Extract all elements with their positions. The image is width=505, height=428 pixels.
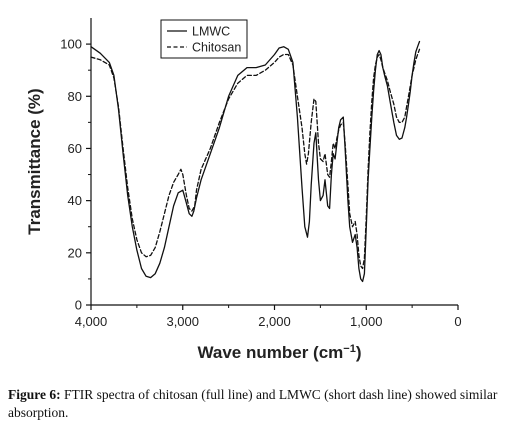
y-tick-label: 60 bbox=[68, 141, 82, 156]
y-tick-label: 40 bbox=[68, 193, 82, 208]
chart-axes: 0 20 40 60 80 100 4,000 3,000 2,000 1,000 0 bbox=[60, 18, 462, 329]
legend-label-chitosan: Chitosan bbox=[192, 41, 241, 55]
x-tick-label: 2,000 bbox=[258, 314, 291, 329]
ftir-chart: 0 20 40 60 80 100 4,000 3,000 2,000 1,000 0 LMWC Ch… bbox=[25, 18, 462, 362]
figure-caption: Figure 6: FTIR spectra of chitosan (full… bbox=[8, 386, 500, 422]
x-tick-label: 1,000 bbox=[350, 314, 383, 329]
chart-legend: LMWC Chitosan bbox=[160, 19, 248, 59]
ftir-figure: 0 20 40 60 80 100 4,000 3,000 2,000 1,000 0 LMWC Ch… bbox=[25, 18, 462, 362]
caption-text: FTIR spectra of chitosan (full line) and… bbox=[8, 387, 498, 420]
y-tick-label: 0 bbox=[75, 298, 82, 313]
caption-label: Figure 6: bbox=[8, 387, 61, 402]
x-tick-label: 3,000 bbox=[166, 314, 199, 329]
x-tick-label: 4,000 bbox=[75, 314, 108, 329]
chart-axis-titles: Wave number (cm−1) Transmittance (%) bbox=[25, 88, 362, 362]
y-tick-label: 20 bbox=[68, 245, 82, 260]
legend-label-lmwc: LMWC bbox=[192, 25, 230, 39]
series-line-chitosan bbox=[90, 48, 421, 270]
series-line-lmwc bbox=[90, 40, 421, 283]
y-tick-label: 100 bbox=[60, 37, 82, 52]
x-tick-label: 0 bbox=[454, 314, 461, 329]
y-tick-label: 80 bbox=[68, 89, 82, 104]
chart-series bbox=[90, 40, 421, 283]
x-axis-title: Wave number (cm−1) bbox=[197, 343, 361, 362]
y-axis-title: Transmittance (%) bbox=[25, 88, 44, 234]
legend-box bbox=[160, 19, 248, 59]
